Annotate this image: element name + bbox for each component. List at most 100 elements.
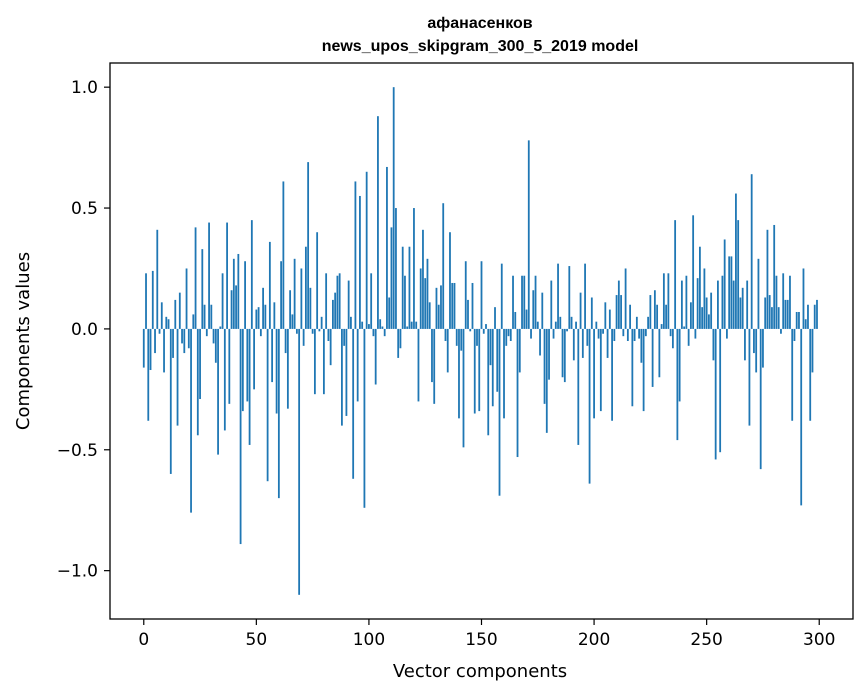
bar (494, 307, 496, 329)
bar (764, 297, 767, 329)
bar (214, 328, 217, 363)
bar (813, 304, 816, 329)
bar (255, 309, 258, 329)
bar (345, 328, 348, 416)
bar (325, 273, 328, 329)
bar (156, 229, 159, 329)
bar (307, 162, 310, 329)
bar (489, 328, 492, 366)
bar (442, 203, 445, 329)
bar (570, 316, 573, 329)
bar (802, 268, 805, 329)
bar (694, 328, 697, 339)
bar (572, 328, 575, 361)
bar (181, 328, 183, 344)
bar (458, 328, 460, 419)
bar (530, 328, 532, 339)
bar (350, 316, 352, 329)
bar (696, 278, 699, 329)
bar (165, 316, 168, 329)
bar (372, 328, 375, 337)
bar (354, 181, 357, 329)
bar (266, 328, 269, 482)
bar (264, 304, 267, 329)
bar (611, 328, 613, 421)
bar (142, 328, 145, 368)
bar (721, 275, 724, 329)
x-tick-label: 300 (803, 630, 835, 650)
bar (512, 275, 514, 329)
bar (766, 229, 769, 329)
bar (163, 328, 165, 373)
bar (631, 328, 634, 407)
bar (798, 311, 800, 329)
bar (473, 328, 476, 414)
bar (259, 328, 262, 337)
bar (635, 316, 638, 329)
bar (726, 328, 728, 339)
bar (784, 299, 787, 329)
chart-subtitle: news_upos_skipgram_300_5_2019 model (322, 38, 639, 55)
bar (539, 328, 541, 356)
bar (586, 328, 589, 346)
bar (656, 304, 659, 329)
bar (608, 309, 611, 329)
x-tick-label: 200 (578, 630, 610, 650)
bar (604, 302, 607, 329)
bar (509, 328, 512, 341)
bar (518, 328, 521, 373)
bar (226, 222, 228, 329)
bar (552, 328, 555, 339)
bar (559, 316, 562, 329)
bar (599, 328, 602, 412)
bar (804, 319, 807, 329)
bar (404, 275, 406, 329)
bar (780, 328, 782, 334)
bar (809, 328, 812, 421)
bar (169, 328, 172, 474)
bar (338, 273, 341, 329)
bar (217, 328, 219, 455)
bar (428, 302, 431, 329)
bar (313, 328, 316, 395)
bar (674, 220, 677, 329)
bar (521, 275, 523, 329)
bar (735, 193, 737, 329)
bar (505, 328, 508, 346)
bar (239, 328, 242, 545)
bar (786, 299, 789, 329)
bar (500, 263, 503, 329)
bar (624, 268, 627, 329)
bar (498, 328, 501, 496)
x-tick-label: 150 (465, 630, 497, 650)
bar (762, 328, 764, 368)
bar (451, 282, 454, 329)
bar (460, 328, 463, 351)
bar (455, 328, 458, 346)
bar (775, 275, 778, 329)
bar (593, 328, 595, 419)
bar (478, 328, 481, 412)
bar (368, 324, 370, 329)
bar (782, 273, 785, 329)
bar (291, 314, 294, 329)
bar (194, 227, 197, 329)
bar (480, 261, 483, 329)
bar (298, 328, 301, 595)
bar (268, 241, 271, 329)
bar (620, 295, 622, 329)
bar (768, 295, 771, 329)
bar (658, 328, 661, 378)
x-axis-label: Vector components (393, 661, 567, 682)
bar (669, 328, 672, 337)
bar (446, 328, 449, 373)
bar (300, 268, 303, 329)
bar-series (142, 87, 818, 595)
bar (280, 261, 283, 329)
bar (431, 328, 433, 383)
bar (469, 328, 472, 332)
bar (462, 328, 465, 448)
y-axis-label: Components values (13, 252, 34, 430)
bar (257, 307, 260, 329)
x-tick-label: 250 (690, 630, 722, 650)
